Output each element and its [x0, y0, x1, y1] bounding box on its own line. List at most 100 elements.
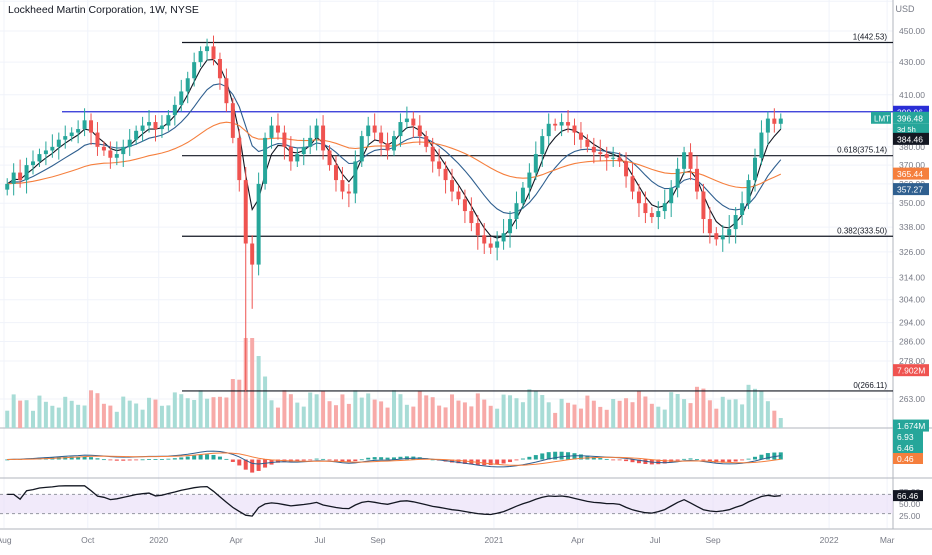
time-tick-label: Sep — [706, 535, 721, 545]
time-tick-label: Mar — [880, 535, 895, 545]
volume-bar — [179, 394, 184, 428]
candle-body — [733, 215, 738, 230]
candle-body — [772, 118, 777, 124]
macd-histogram-bar — [527, 456, 532, 460]
macd-histogram-bar — [404, 456, 409, 460]
candle-body — [604, 154, 609, 158]
macd-histogram-bar — [295, 459, 300, 462]
macd-histogram-bar — [759, 454, 764, 460]
volume-bar — [69, 400, 74, 428]
macd-histogram-bar — [630, 459, 635, 463]
volume-bar — [540, 395, 545, 428]
macd-histogram-bar — [392, 457, 396, 460]
candle-body — [488, 243, 493, 248]
macd-histogram-bar — [308, 459, 313, 461]
candle-body — [288, 146, 293, 162]
candle-body — [540, 136, 545, 155]
macd-histogram-bar — [359, 459, 364, 461]
macd-histogram-bar — [237, 459, 242, 466]
volume-bar — [488, 405, 493, 428]
time-axis: AugOct2020AprJulSep2021AprJulSep2022MarJ… — [0, 535, 895, 545]
volume-bar — [333, 405, 338, 428]
candle-body — [205, 46, 210, 52]
time-tick-label: Jul — [314, 535, 325, 545]
volume-bar — [649, 403, 654, 428]
macd-flag-box — [893, 442, 923, 453]
volume-bar — [127, 400, 132, 428]
macd-histogram-bar — [398, 456, 403, 460]
candle-body — [398, 122, 403, 137]
candle-body — [295, 154, 300, 162]
macd-histogram-bar — [598, 458, 603, 460]
candle-body — [179, 91, 184, 105]
time-tick-label: Apr — [229, 535, 242, 545]
candle-body — [630, 176, 635, 192]
price-tick-label: 450.00 — [899, 26, 925, 36]
candle-body — [624, 161, 629, 177]
macd-histogram-bar — [514, 459, 519, 461]
volume-bar — [727, 399, 732, 428]
macd-histogram-bar — [520, 458, 525, 460]
candle-body — [752, 157, 757, 181]
macd-histogram-bar — [353, 459, 358, 462]
volume-bar — [495, 408, 500, 428]
volume-bar — [82, 405, 87, 428]
price-flag-value: 357.27 — [897, 185, 923, 195]
candle-body — [533, 154, 538, 173]
volume-bar — [385, 407, 390, 428]
candle-body — [694, 168, 699, 192]
macd-value-flag: 0.46 — [893, 453, 923, 464]
candle-body — [237, 137, 242, 181]
price-flag: 357.27 — [893, 183, 929, 196]
volume-bar — [211, 397, 216, 428]
candle-body — [714, 233, 719, 240]
volume-bar — [578, 408, 583, 428]
candle-body — [11, 172, 16, 184]
volume-bar — [656, 406, 661, 428]
candle-body — [669, 187, 674, 204]
candle-body — [553, 123, 558, 126]
candle-body — [275, 125, 280, 133]
volume-bar — [327, 401, 332, 428]
macd-histogram-bar — [604, 458, 609, 460]
candle-body — [18, 172, 23, 181]
price-tick-label: 314.00 — [899, 273, 925, 283]
candle-body — [121, 146, 126, 155]
candle-body — [198, 51, 203, 63]
macd-histogram-bar — [733, 459, 738, 462]
price-tick-label: 326.00 — [899, 247, 925, 257]
macd-histogram-bar — [501, 459, 506, 464]
macd-histogram-bar — [179, 457, 184, 460]
volume-bar — [598, 406, 603, 428]
rsi-panel — [0, 485, 893, 517]
candle-body — [611, 157, 616, 159]
rsi-line — [7, 485, 781, 517]
macd-histogram-bar — [559, 451, 564, 460]
candle-body — [308, 137, 313, 147]
macd-panel — [5, 450, 783, 473]
volume-bar — [469, 406, 474, 428]
macd-histogram-bar — [366, 457, 371, 460]
candle-body — [559, 122, 564, 126]
macd-histogram-bar — [572, 453, 577, 460]
volume-bar — [675, 394, 680, 428]
candle-body — [578, 132, 583, 140]
macd-histogram-bar — [340, 459, 345, 462]
candle-body — [701, 191, 706, 220]
symbol-tag-label: LMT — [874, 114, 890, 123]
macd-histogram-bar — [82, 456, 87, 460]
candle-body — [340, 180, 345, 192]
macd-histogram-bar — [553, 451, 558, 460]
macd-histogram-bar — [740, 459, 745, 461]
rsi-tick-label: 25.00 — [899, 511, 921, 521]
macd-histogram-bar — [682, 458, 687, 460]
candle-body — [443, 168, 448, 181]
volume-bar — [662, 409, 667, 428]
candle-body — [263, 137, 268, 184]
candle-body — [379, 132, 384, 144]
candle-body — [346, 191, 351, 194]
price-flag-box — [893, 183, 929, 196]
macd-histogram-bar — [720, 459, 725, 463]
volume-bar — [295, 402, 300, 428]
